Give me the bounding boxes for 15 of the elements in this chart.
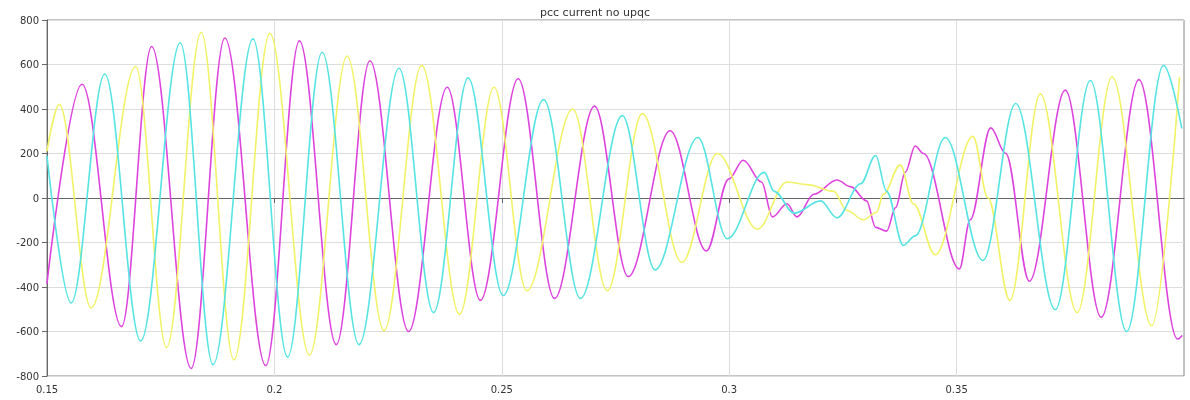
x-tick-label: 0.3	[721, 383, 738, 395]
y-tick-label: -200	[16, 237, 39, 248]
y-tick-label: -800	[16, 370, 39, 382]
y-tick-label: 800	[19, 14, 39, 26]
y-tick-label: -600	[16, 326, 39, 337]
y-tick-label: 0	[32, 192, 39, 204]
y-tick-label: 600	[19, 59, 39, 70]
x-tick-label: 0.15	[35, 383, 59, 395]
y-tick-label: 200	[19, 148, 39, 159]
chart-title: pcc current no upqc	[540, 6, 650, 19]
y-tick-label: 400	[19, 103, 39, 115]
x-tick-label: 0.35	[945, 383, 968, 395]
x-tick-label: 0.2	[266, 383, 283, 395]
y-tick-label: -400	[16, 281, 39, 293]
x-tick-label: 0.25	[490, 383, 513, 395]
